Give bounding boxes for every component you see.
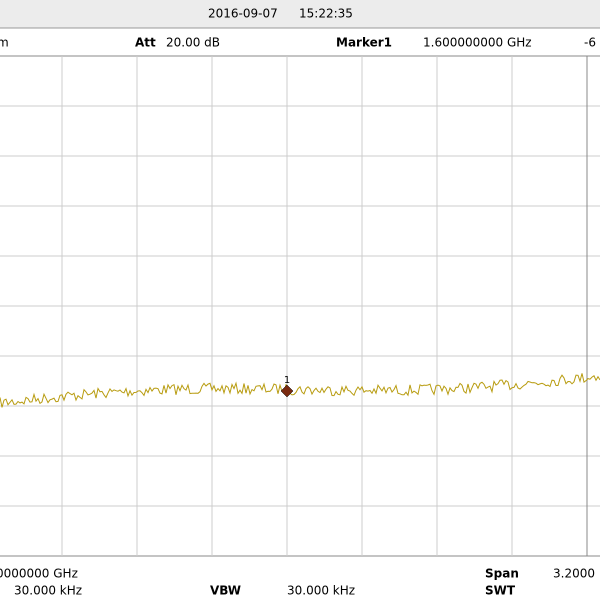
span-value: 3.2000 (553, 567, 595, 581)
vbw-label: VBW (210, 584, 241, 598)
marker-number: 1 (284, 375, 290, 386)
trace (0, 373, 600, 408)
marker-freq: 1.600000000 GHz (423, 36, 532, 50)
marker-diamond (280, 384, 294, 398)
grid (0, 55, 600, 557)
att-value: 20.00 dB (166, 36, 220, 50)
rbw-value: 30.000 kHz (14, 584, 82, 598)
att-label: Att (135, 36, 156, 50)
swt-label: SWT (485, 584, 516, 598)
time: 15:22:35 (299, 7, 353, 21)
date: 2016-09-07 (208, 7, 278, 21)
status-bar (0, 0, 600, 28)
center-freq: 0000000 GHz (0, 567, 78, 581)
marker-label: Marker1 (336, 36, 392, 50)
ref-unit: m (0, 36, 9, 50)
span-label: Span (485, 567, 519, 581)
vbw-value: 30.000 kHz (287, 584, 355, 598)
marker-level: -6 (584, 36, 596, 50)
